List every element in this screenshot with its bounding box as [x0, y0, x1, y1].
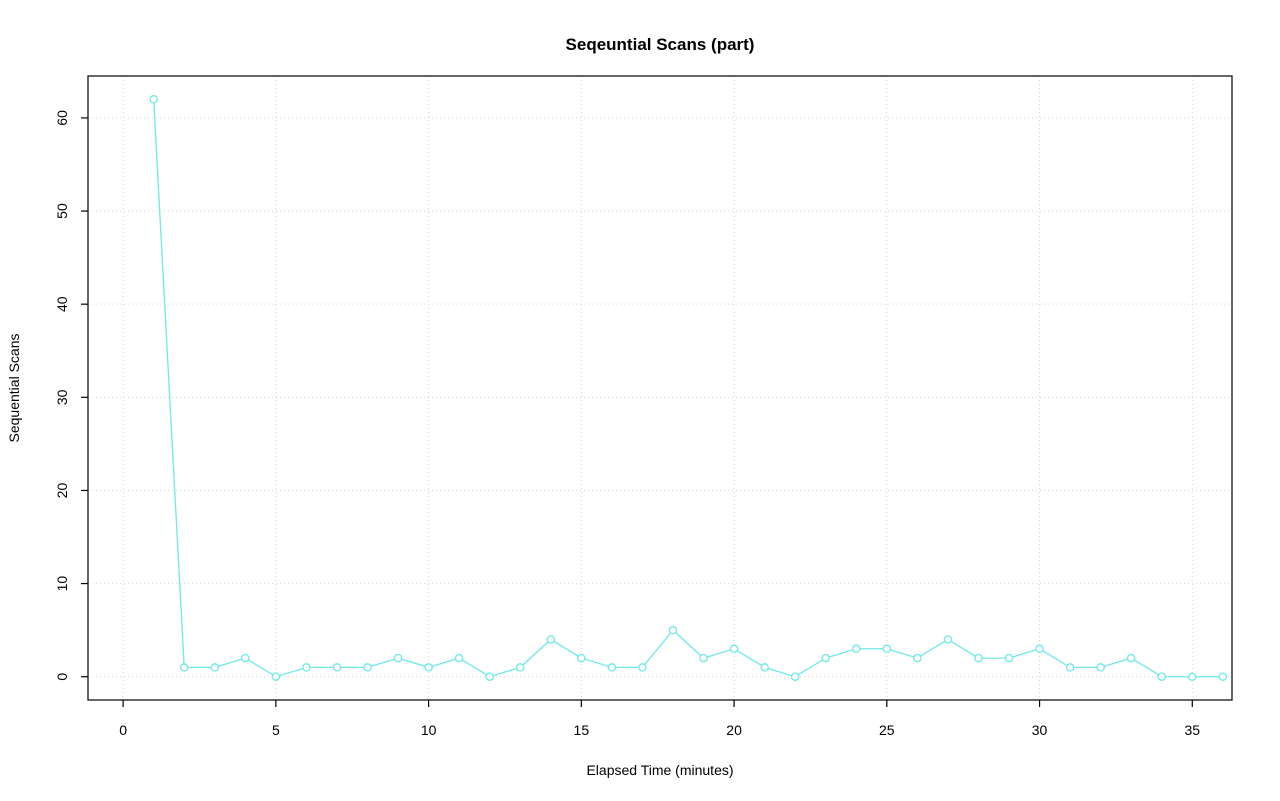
- data-point: [302, 663, 311, 672]
- data-point: [943, 635, 953, 644]
- x-tick-label: 35: [1184, 722, 1200, 738]
- data-point: [271, 672, 281, 681]
- data-series: [149, 95, 1228, 681]
- data-point: [913, 653, 922, 663]
- data-point: [882, 644, 892, 654]
- data-point: [393, 653, 403, 663]
- data-point: [1188, 672, 1197, 681]
- grid-lines: [88, 76, 1232, 700]
- data-point: [760, 663, 769, 672]
- x-tick-label: 15: [574, 722, 590, 738]
- x-tick-label: 5: [272, 722, 280, 738]
- plot-border: [87, 75, 1233, 701]
- x-tick-label: 0: [119, 722, 127, 738]
- data-point: [729, 644, 739, 654]
- data-point: [1065, 663, 1075, 672]
- data-point: [515, 663, 525, 672]
- data-point: [1035, 644, 1044, 654]
- data-point: [790, 672, 800, 681]
- y-tick-label: 60: [54, 110, 70, 126]
- x-tick-label: 20: [726, 722, 742, 738]
- data-point: [1218, 672, 1228, 681]
- data-point: [1126, 653, 1136, 663]
- data-point: [210, 663, 220, 672]
- data-point: [1096, 663, 1105, 672]
- data-point: [424, 663, 433, 672]
- data-point: [577, 653, 586, 663]
- data-point: [241, 653, 250, 663]
- series-line: [153, 99, 1223, 678]
- data-point: [179, 663, 189, 672]
- x-axis-label: Elapsed Time (minutes): [586, 762, 733, 778]
- x-tick-label: 30: [1032, 722, 1048, 738]
- data-point: [149, 95, 158, 104]
- data-point: [332, 663, 342, 672]
- y-axis-label: Sequential Scans: [6, 334, 22, 443]
- data-point: [668, 625, 678, 635]
- y-tick-label: 10: [54, 576, 70, 592]
- chart-title: Seqeuntial Scans (part): [566, 35, 755, 54]
- data-point: [454, 653, 464, 663]
- data-point: [821, 653, 830, 663]
- data-point: [1004, 653, 1014, 663]
- axes: [81, 75, 1233, 707]
- data-point: [852, 644, 861, 654]
- data-point: [1157, 672, 1166, 681]
- data-point: [546, 635, 556, 644]
- data-point: [974, 653, 983, 663]
- data-point: [699, 653, 708, 663]
- y-tick-label: 40: [54, 296, 70, 312]
- y-tick-label: 30: [54, 389, 70, 405]
- data-point: [638, 663, 647, 672]
- data-point: [363, 663, 372, 672]
- x-tick-label: 10: [421, 722, 437, 738]
- x-tick-label: 25: [879, 722, 895, 738]
- data-point: [485, 672, 494, 681]
- tick-labels: 0 5 10 15 20 25 30 35 0 10 20 30 40 50 60: [54, 110, 1200, 738]
- y-tick-label: 20: [54, 482, 70, 498]
- data-point: [607, 663, 617, 672]
- y-tick-label: 50: [54, 203, 70, 219]
- y-tick-label: 0: [54, 673, 70, 681]
